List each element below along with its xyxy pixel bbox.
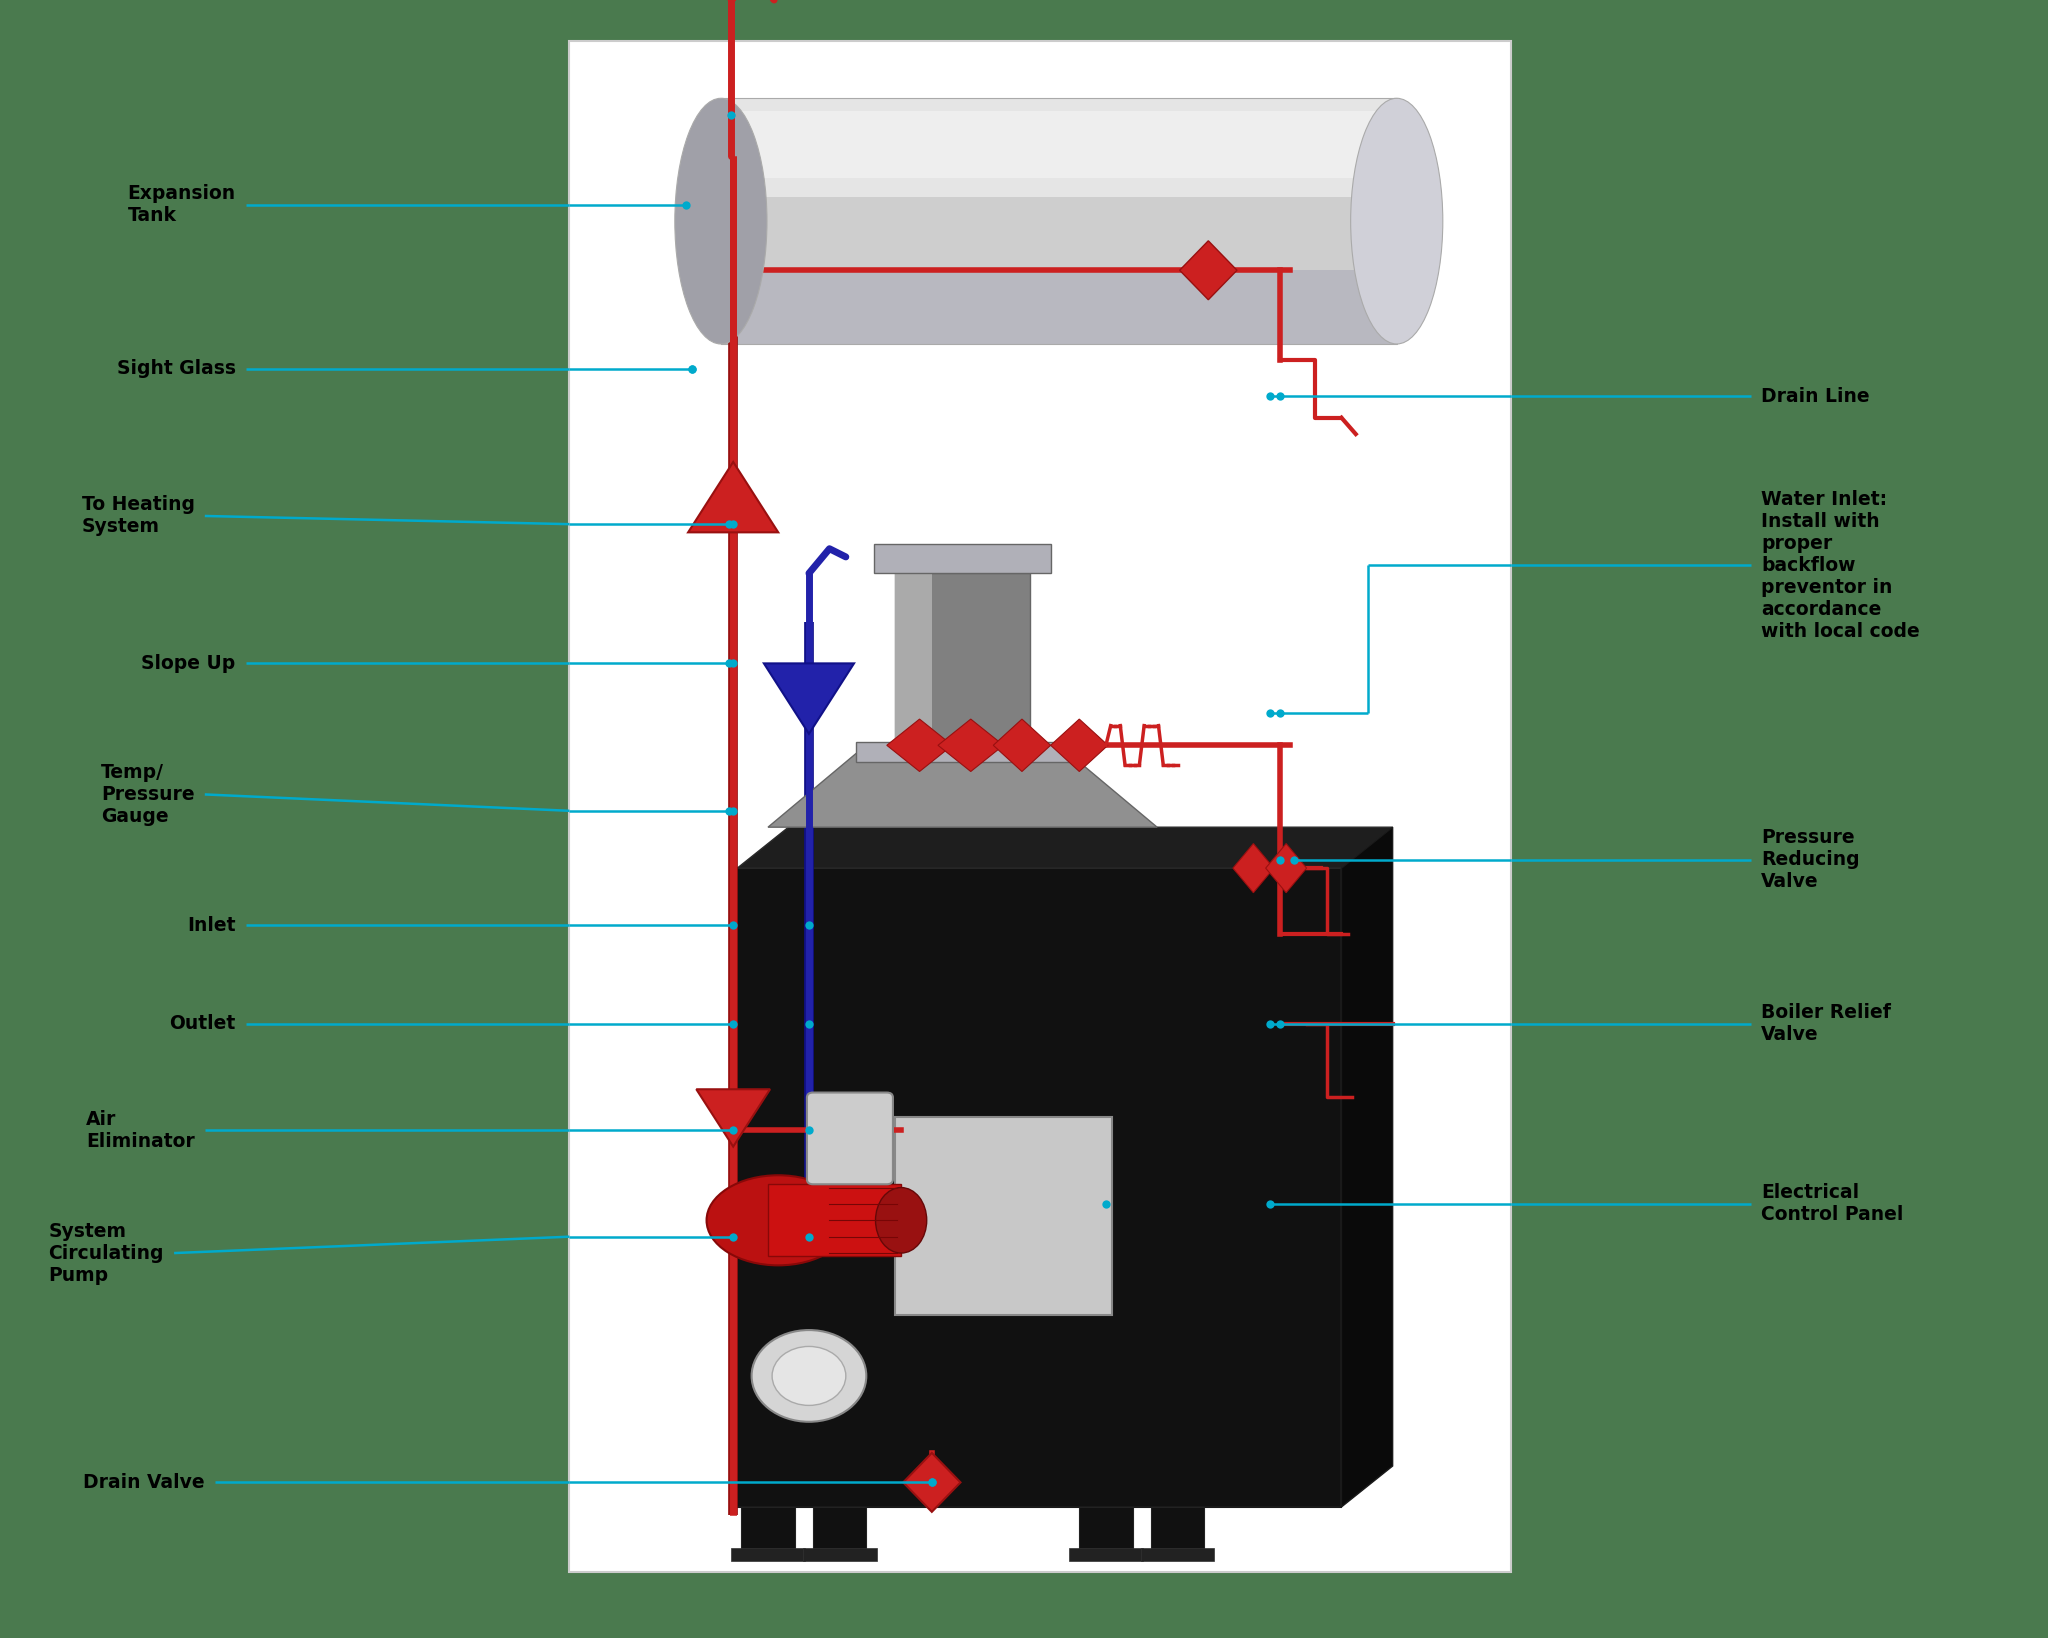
FancyBboxPatch shape	[721, 98, 1397, 197]
Ellipse shape	[674, 98, 766, 344]
FancyBboxPatch shape	[721, 270, 1397, 344]
FancyBboxPatch shape	[895, 573, 932, 753]
Polygon shape	[768, 753, 1157, 827]
Polygon shape	[1233, 844, 1274, 893]
FancyBboxPatch shape	[813, 1507, 866, 1551]
Text: Temp/
Pressure
Gauge: Temp/ Pressure Gauge	[100, 763, 195, 826]
Ellipse shape	[877, 1188, 926, 1253]
Polygon shape	[1051, 719, 1108, 771]
Polygon shape	[938, 719, 1004, 771]
FancyBboxPatch shape	[895, 1117, 1112, 1315]
Circle shape	[772, 1346, 846, 1405]
Polygon shape	[696, 1089, 770, 1147]
FancyBboxPatch shape	[731, 1548, 805, 1561]
Text: Inlet: Inlet	[186, 916, 236, 935]
FancyBboxPatch shape	[1069, 1548, 1143, 1561]
Text: To Heating
System: To Heating System	[82, 495, 195, 537]
FancyBboxPatch shape	[1141, 1548, 1214, 1561]
FancyBboxPatch shape	[737, 868, 1341, 1507]
Polygon shape	[993, 719, 1051, 771]
FancyBboxPatch shape	[895, 573, 1030, 753]
Text: System
Circulating
Pump: System Circulating Pump	[49, 1222, 164, 1284]
FancyBboxPatch shape	[1079, 1507, 1133, 1551]
FancyBboxPatch shape	[721, 172, 1397, 270]
Polygon shape	[688, 462, 778, 532]
Text: Sight Glass: Sight Glass	[117, 359, 236, 378]
Text: Expansion
Tank: Expansion Tank	[127, 183, 236, 226]
Ellipse shape	[707, 1176, 850, 1265]
Text: Drain Valve: Drain Valve	[84, 1473, 205, 1492]
FancyBboxPatch shape	[807, 1093, 893, 1184]
FancyBboxPatch shape	[803, 1548, 877, 1561]
FancyBboxPatch shape	[768, 1184, 901, 1256]
FancyBboxPatch shape	[874, 544, 1051, 573]
Polygon shape	[1180, 241, 1237, 300]
Polygon shape	[1341, 827, 1393, 1507]
Text: Pressure
Reducing
Valve: Pressure Reducing Valve	[1761, 829, 1860, 891]
Polygon shape	[737, 827, 1393, 868]
Text: Slope Up: Slope Up	[141, 654, 236, 673]
Text: Outlet: Outlet	[170, 1014, 236, 1034]
Polygon shape	[887, 719, 952, 771]
Text: Air
Eliminator: Air Eliminator	[86, 1109, 195, 1152]
Polygon shape	[903, 1453, 961, 1512]
Text: Boiler Relief
Valve: Boiler Relief Valve	[1761, 1002, 1890, 1045]
Text: Water Inlet:
Install with
proper
backflow
preventor in
accordance
with local cod: Water Inlet: Install with proper backflo…	[1761, 490, 1921, 640]
FancyBboxPatch shape	[856, 742, 1069, 762]
Polygon shape	[764, 663, 854, 734]
Polygon shape	[1266, 844, 1307, 893]
FancyBboxPatch shape	[741, 111, 1376, 179]
FancyBboxPatch shape	[1151, 1507, 1204, 1551]
Text: Drain Line: Drain Line	[1761, 387, 1870, 406]
Text: Electrical
Control Panel: Electrical Control Panel	[1761, 1183, 1905, 1225]
Circle shape	[752, 1330, 866, 1422]
Ellipse shape	[1352, 98, 1442, 344]
FancyBboxPatch shape	[741, 1507, 795, 1551]
FancyBboxPatch shape	[569, 41, 1511, 1572]
